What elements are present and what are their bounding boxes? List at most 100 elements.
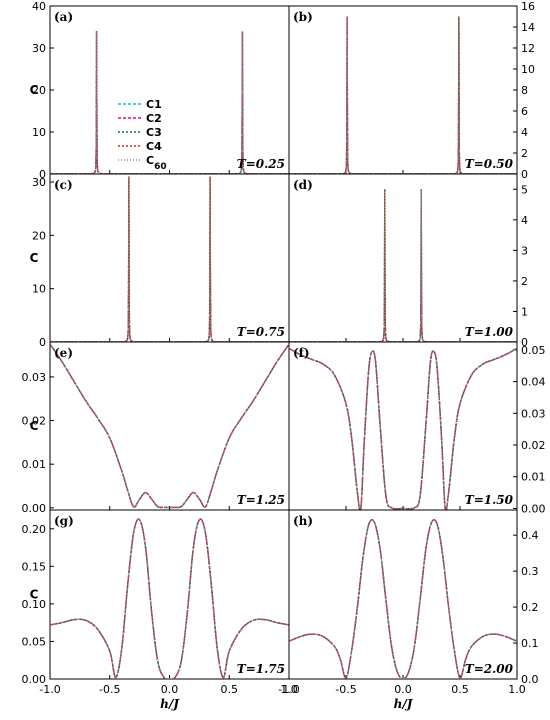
- y-tick-label: 0.03: [521, 407, 546, 420]
- legend-label-text: C4: [146, 140, 162, 153]
- series-group: [289, 16, 517, 174]
- series-line-c60: [50, 31, 289, 174]
- y-tick-label: 0: [39, 336, 46, 349]
- series-line-c4: [289, 519, 517, 679]
- y-axis-label: C: [30, 251, 39, 265]
- x-axis-label-part: J: [171, 697, 180, 711]
- y-tick-label: 12: [521, 42, 535, 55]
- y-tick-label: 0.10: [22, 598, 47, 611]
- y-tick-label: 0: [39, 168, 46, 181]
- panel-label: (c): [54, 178, 73, 192]
- series-line-c1: [289, 519, 517, 679]
- series-line-c60: [289, 519, 517, 679]
- y-tick-label: 0.04: [521, 376, 546, 389]
- legend-label: C2: [146, 112, 162, 125]
- y-tick-label: 0.20: [22, 523, 47, 536]
- y-tick-label: 0.0: [521, 673, 539, 686]
- panel-label: (h): [293, 514, 313, 528]
- series-line-c4: [50, 176, 289, 342]
- temperature-label: T=0.25: [237, 157, 285, 171]
- y-tick-label: 0.3: [521, 565, 539, 578]
- y-tick-label: 3: [521, 244, 528, 257]
- x-tick-label: 0.5: [451, 683, 469, 696]
- series-line-c1: [50, 176, 289, 342]
- panel-label: (d): [293, 178, 313, 192]
- legend-label-text: C1: [146, 98, 162, 111]
- y-tick-label: 30: [32, 42, 46, 55]
- x-tick-label: 0.5: [221, 683, 239, 696]
- panel-frame: [288, 341, 518, 511]
- series-group: [289, 347, 517, 510]
- x-tick-label: 0.0: [394, 683, 412, 696]
- y-axis-label: C: [30, 419, 39, 433]
- series-line-c60: [289, 189, 517, 342]
- series-line-c4: [289, 16, 517, 174]
- x-tick-label: 1.0: [280, 683, 298, 696]
- y-tick-label: 0.4: [521, 529, 539, 542]
- panel-frame: [288, 173, 518, 343]
- series-group: [50, 343, 289, 509]
- series-line-c60: [50, 176, 289, 342]
- x-axis-label-part: /: [168, 697, 175, 711]
- y-tick-label: 0.01: [521, 471, 546, 484]
- y-tick-label: 0.05: [22, 635, 47, 648]
- y-tick-label: 16: [521, 0, 535, 13]
- panel-e: 0.00 0.01 0.02 0.03 (e) T=1.25 C: [22, 341, 290, 515]
- series-group: [289, 519, 517, 679]
- series-line-c2: [289, 189, 517, 342]
- x-axis-label-part: J: [405, 697, 414, 711]
- series-line-c3: [50, 31, 289, 174]
- y-tick-label: 2: [521, 147, 528, 160]
- legend-label: C3: [146, 126, 162, 139]
- y-tick-label: 0.05: [521, 344, 546, 357]
- y-tick-label: 10: [521, 63, 535, 76]
- y-tick-label: 10: [32, 126, 46, 139]
- y-tick-label: 0: [521, 168, 528, 181]
- panel-b: 0 2 4 6 8 10 12 14 16 (b) T=0.50: [288, 0, 535, 181]
- y-tick-label: 0.03: [22, 371, 47, 384]
- series-line-c4: [50, 31, 289, 174]
- y-tick-label: 2: [521, 275, 528, 288]
- series-line-c1: [50, 31, 289, 174]
- series-line-c3: [50, 343, 289, 509]
- series-line-c1: [289, 189, 517, 342]
- series-group: [50, 176, 289, 342]
- x-tick-label: 0.0: [161, 683, 179, 696]
- panel-h: 0.0 0.1 0.2 0.3 0.4 (h) T=2.00 -1.0 -0.5 0.0 0.5 1.…: [278, 509, 539, 711]
- x-axis-label-part: h: [160, 697, 169, 711]
- series-line-c2: [289, 16, 517, 174]
- y-tick-label: 1: [521, 305, 528, 318]
- temperature-label: T=0.50: [465, 157, 514, 171]
- series-line-c4: [50, 518, 289, 679]
- series-line-c60: [50, 518, 289, 679]
- panel-frame: [288, 509, 518, 680]
- panel-frame: [49, 5, 290, 175]
- x-tick-label: 1.0: [508, 683, 526, 696]
- series-group: [50, 518, 289, 679]
- y-tick-label: 8: [521, 84, 528, 97]
- y-tick-label: 0.00: [22, 502, 47, 515]
- series-line-c1: [289, 16, 517, 174]
- x-axis-label: h/J: [394, 697, 414, 711]
- panel-f: 0.00 0.01 0.02 0.03 0.04 0.05 (f) T=1.50: [288, 341, 546, 515]
- y-tick-label: 0.00: [22, 673, 47, 686]
- series-line-c2: [50, 31, 289, 174]
- series-line-c3: [289, 519, 517, 679]
- series-group: [289, 189, 517, 342]
- y-tick-label: 10: [32, 283, 46, 296]
- panel-a: 0 10 20 30 40 (a) T=0.25 C: [30, 0, 290, 181]
- y-tick-label: 14: [521, 21, 535, 34]
- y-tick-label: 20: [32, 84, 46, 97]
- series-line-c1: [50, 518, 289, 679]
- legend-label: C60: [146, 154, 167, 172]
- y-tick-label: 0.2: [521, 601, 539, 614]
- y-tick-label: 30: [32, 176, 46, 189]
- panel-d: 0 1 2 3 4 5 (d) T=1.00: [288, 173, 528, 349]
- series-line-c2: [289, 519, 517, 679]
- panel-c: 0 10 20 30 (c) T=0.75 C: [30, 173, 290, 349]
- x-tick-label: -0.5: [99, 683, 120, 696]
- series-line-c1: [289, 347, 517, 510]
- x-axis-label-part: /: [401, 697, 408, 711]
- temperature-label: T=1.50: [465, 493, 514, 507]
- legend-label-text: C: [146, 154, 154, 167]
